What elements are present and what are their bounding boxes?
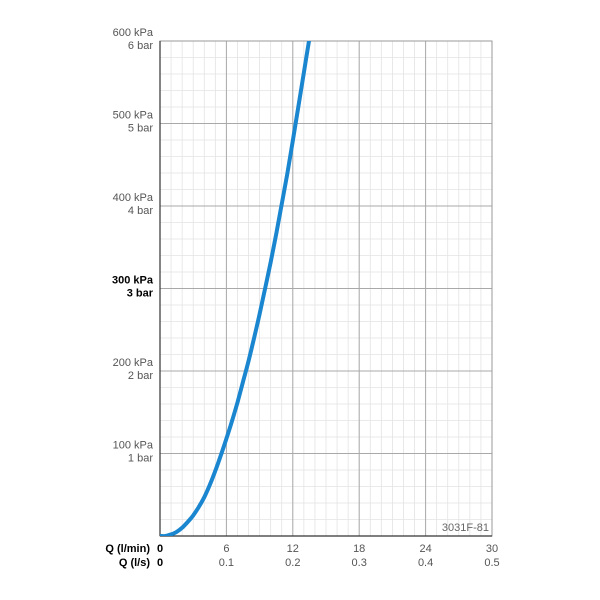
series-layer [160, 41, 312, 536]
x-tick-label: 0.5 [484, 557, 499, 569]
x-tick-label: 18 [353, 543, 365, 555]
y-tick-label-bar: 3 bar [127, 288, 154, 300]
major-grid [159, 40, 493, 536]
y-tick-label-bar: 5 bar [128, 123, 153, 135]
y-tick-label-kpa: 600 kPa [113, 27, 154, 39]
x-tick-label: 0.4 [418, 557, 433, 569]
y-tick-label-kpa: 400 kPa [113, 192, 154, 204]
x-axis-title-0: Q (l/min) [105, 543, 150, 555]
y-tick-label-bar: 4 bar [128, 205, 153, 217]
y-tick-label-kpa: 500 kPa [113, 110, 154, 122]
x-tick-label: 0.1 [219, 557, 234, 569]
x-tick-label: 12 [287, 543, 299, 555]
y-tick-label-bar: 6 bar [128, 40, 153, 52]
x-axis-title-1: Q (l/s) [119, 557, 151, 569]
chart-code-label: 3031F-81 [442, 522, 489, 534]
y-tick-label-kpa: 100 kPa [113, 440, 154, 452]
y-tick-label-bar: 2 bar [128, 370, 153, 382]
x-tick-label: 0 [157, 557, 163, 569]
x-tick-label: 0.3 [352, 557, 367, 569]
x-tick-label: 6 [223, 543, 229, 555]
x-tick-label: 0.2 [285, 557, 300, 569]
y-tick-label-kpa: 200 kPa [113, 357, 154, 369]
x-axis-ticks: Q (l/min) 0 6 12 18 24 30 Q (l/s) 0 0.1 0.2 0.3 0.4 0… [105, 543, 499, 569]
x-tick-label: 0 [157, 543, 163, 555]
series-line-0 [160, 41, 312, 536]
plot-frame [159, 40, 493, 537]
y-tick-label-bar: 1 bar [128, 453, 153, 465]
y-tick-label-kpa: 300 kPa [112, 275, 154, 287]
x-tick-label: 30 [486, 543, 498, 555]
x-tick-label: 24 [419, 543, 431, 555]
